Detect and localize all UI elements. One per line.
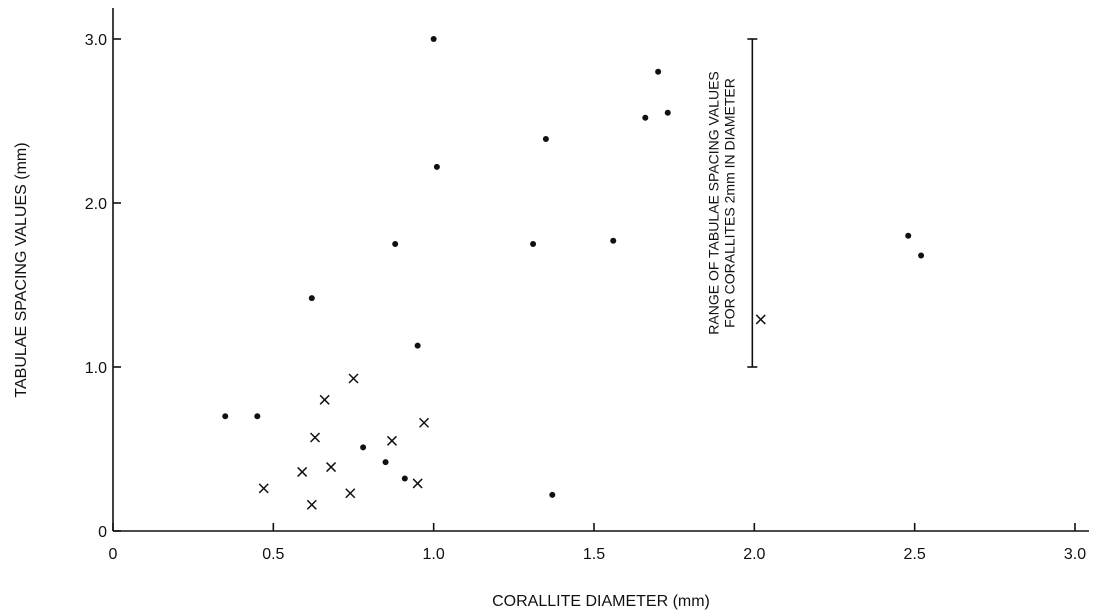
cross-point [319,394,330,405]
cross-point [326,462,337,473]
cross-point [345,488,356,499]
dot-point [549,491,556,498]
dot-point [382,459,389,466]
dot-point [918,252,925,259]
data-points [222,36,925,510]
cross-point [419,417,430,428]
x-tick-label: 2.5 [904,546,926,563]
cross-point [258,483,269,494]
y-ticks: 0 1.0 2.0 3.0 [85,32,121,541]
dot-point [905,232,912,239]
dot-point [433,163,440,170]
dot-point [254,413,261,420]
cross-point [412,478,423,489]
cross-point [309,432,321,443]
x-tick-label: 3.0 [1064,546,1086,563]
annotation-line-2: FOR CORALLITES 2mm IN DIAMETER [721,78,737,328]
dot-point [414,342,421,349]
x-tick-label: 0 [109,546,118,563]
y-tick-label: 1.0 [85,360,107,377]
annotation-line-1: RANGE OF TABULAE SPACING VALUES [705,71,721,334]
cross-point [348,373,359,384]
x-tick-label: 2.0 [743,546,765,563]
dot-point [430,36,437,42]
dot-point [655,68,662,75]
dot-point [222,413,229,420]
y-tick-label: 0 [98,524,107,541]
dot-point [542,136,549,143]
cross-point [386,435,398,446]
x-axis-title: CORALLITE DIAMETER (mm) [492,593,710,610]
dot-point [610,237,617,244]
dot-point [642,114,649,121]
dot-point [401,475,408,482]
x-tick-label: 1.0 [423,546,445,563]
x-tick-label: 1.5 [583,546,605,563]
x-tick-label: 0.5 [262,546,284,563]
dot-point [530,241,537,247]
cross-point [297,466,308,477]
axes [112,8,1089,532]
y-axis-title: TABULAE SPACING VALUES (mm) [13,142,30,397]
dot-point [664,109,671,116]
y-tick-label: 2.0 [85,196,107,213]
range-annotation: RANGE OF TABULAE SPACING VALUES FOR CORA… [705,38,758,368]
cross-point [306,499,317,510]
cross-point [755,314,766,325]
y-tick-label: 3.0 [85,32,107,49]
dot-point [308,295,315,302]
dot-point [360,444,367,451]
x-ticks: 0 0.5 1.0 1.5 2.0 2.5 3.0 [109,523,1086,563]
dot-point [392,241,399,247]
